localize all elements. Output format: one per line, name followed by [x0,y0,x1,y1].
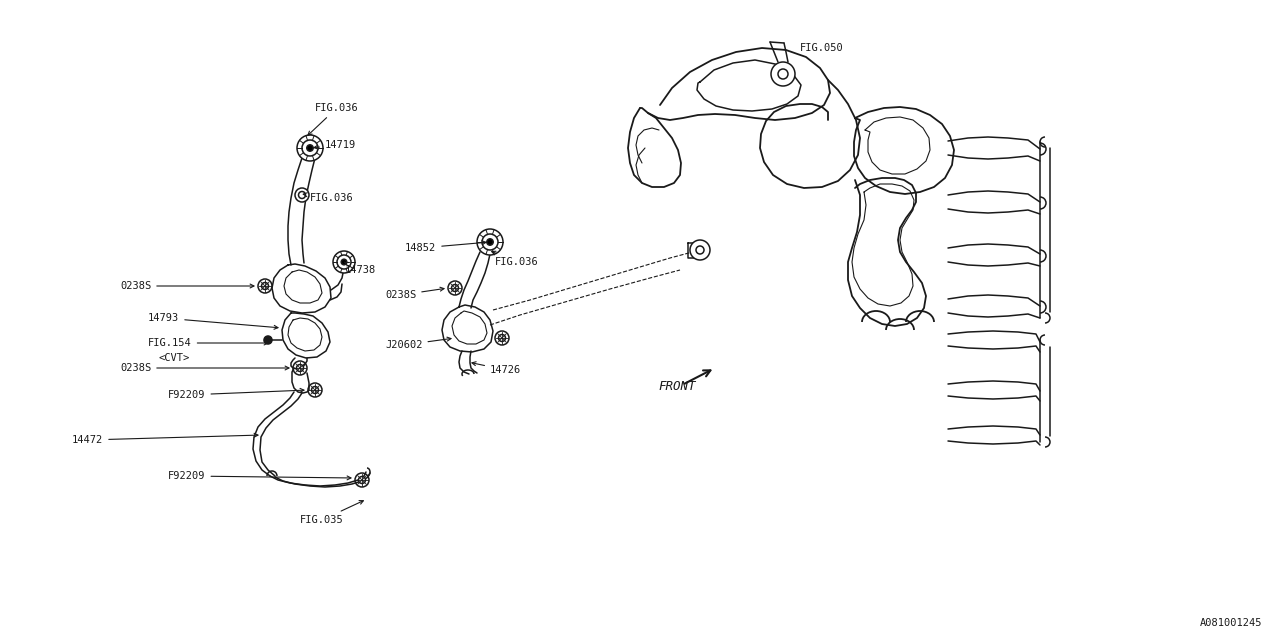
Text: J20602: J20602 [385,337,451,350]
Text: F92209: F92209 [168,471,351,481]
Circle shape [297,365,303,371]
Text: A081001245: A081001245 [1199,618,1262,628]
Text: 14719: 14719 [314,140,356,150]
Circle shape [498,335,506,342]
Text: FIG.036: FIG.036 [308,103,358,135]
Circle shape [298,191,306,198]
Circle shape [264,336,273,344]
Text: 0238S: 0238S [385,287,444,300]
Text: FIG.050: FIG.050 [800,43,844,53]
Text: F92209: F92209 [168,388,303,400]
Circle shape [486,239,493,245]
Text: <CVT>: <CVT> [157,353,189,363]
Circle shape [483,234,498,250]
Circle shape [358,477,366,483]
Text: FRONT: FRONT [658,380,695,392]
Text: 14793: 14793 [148,313,278,329]
Text: FIG.036: FIG.036 [492,252,539,267]
Circle shape [337,255,351,269]
Circle shape [696,246,704,254]
Circle shape [294,188,308,202]
Circle shape [297,135,323,161]
Text: FIG.036: FIG.036 [303,193,353,203]
Circle shape [311,387,319,394]
Circle shape [690,240,710,260]
Circle shape [333,251,355,273]
Circle shape [477,229,503,255]
Circle shape [261,282,269,289]
Text: 14472: 14472 [72,433,259,445]
Text: FIG.035: FIG.035 [300,500,364,525]
Circle shape [342,259,347,265]
Text: FIG.154: FIG.154 [148,338,268,348]
Text: 14738: 14738 [344,262,376,275]
Circle shape [771,62,795,86]
Text: 0238S: 0238S [120,363,289,373]
Circle shape [452,285,458,291]
Text: 0238S: 0238S [120,281,253,291]
Circle shape [307,145,314,151]
Circle shape [302,140,317,156]
Text: 14852: 14852 [404,241,486,253]
Circle shape [778,69,788,79]
Text: 14726: 14726 [472,362,521,375]
